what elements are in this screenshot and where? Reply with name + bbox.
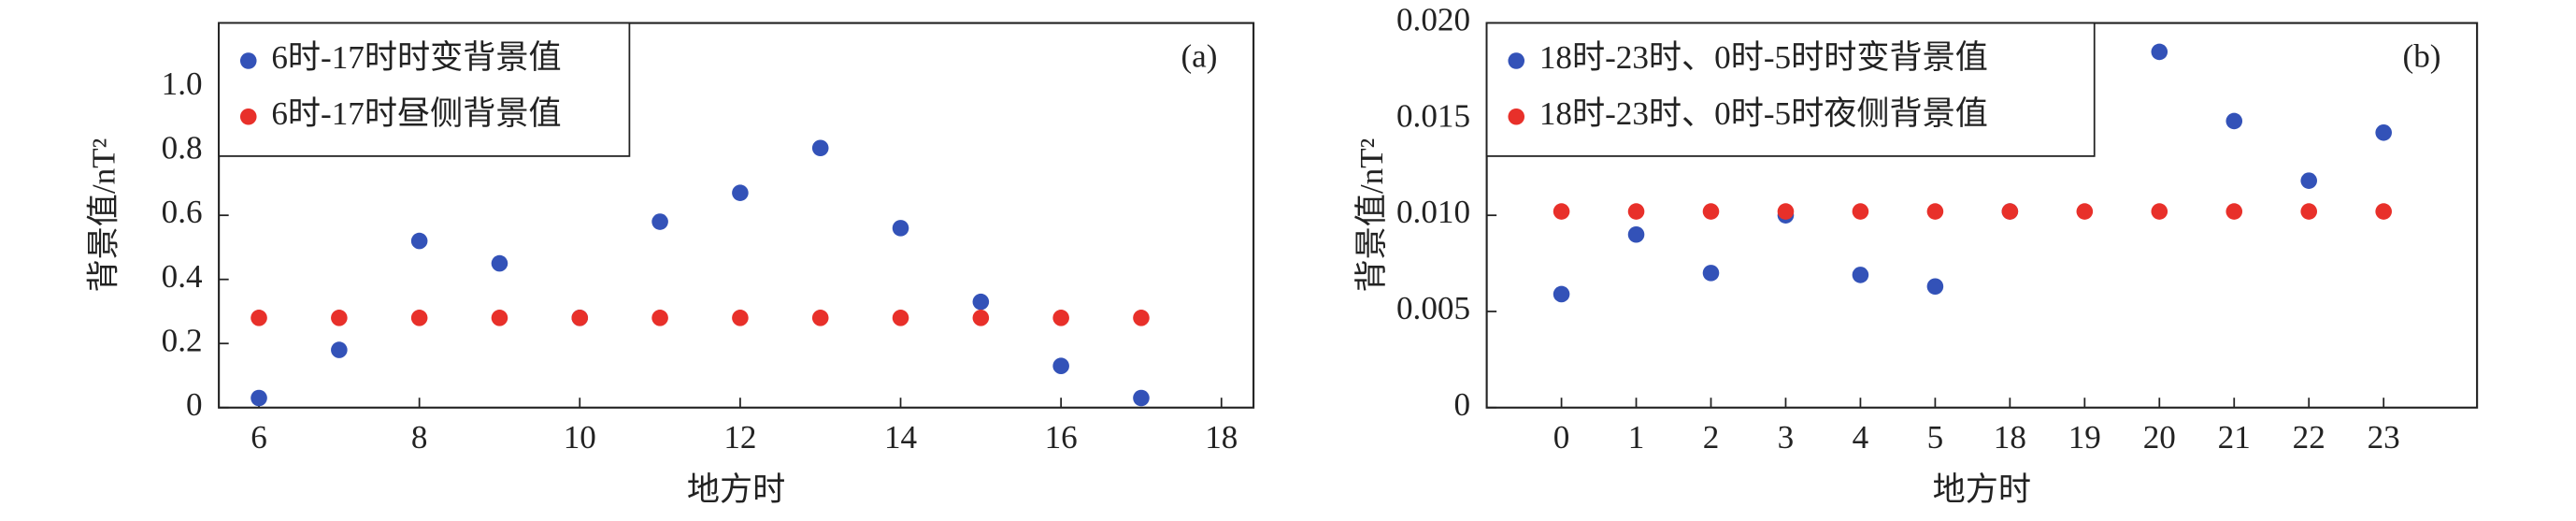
scatter-point xyxy=(250,389,267,407)
scatter-point xyxy=(571,310,589,326)
scatter-point xyxy=(1052,310,1069,326)
scatter-point xyxy=(1852,203,1869,220)
scatter-point xyxy=(1702,265,1720,282)
x-tick-label: 12 xyxy=(723,419,756,456)
panel-annotation: (b) xyxy=(2403,37,2441,74)
scatter-point xyxy=(410,232,428,250)
scatter-point xyxy=(651,213,668,230)
scatter-point xyxy=(1553,203,1570,220)
x-tick-label: 6 xyxy=(250,419,267,456)
scatter-point xyxy=(972,310,990,326)
scatter-point xyxy=(1777,203,1795,220)
scatter-point xyxy=(410,310,428,326)
x-tick-label: 21 xyxy=(2218,419,2251,456)
y-tick-label: 0.8 xyxy=(162,130,203,166)
x-tick-label: 18 xyxy=(1205,419,1238,456)
legend-label: 6时-17时时变背景值 xyxy=(271,39,561,76)
y-tick-label: 0 xyxy=(186,386,203,423)
panel-annotation: (a) xyxy=(1181,37,1217,74)
scatter-point xyxy=(811,310,829,326)
x-tick-label: 22 xyxy=(2293,419,2326,456)
legend-label: 18时-23时、0时-5时时变背景值 xyxy=(1539,39,1988,76)
legend-box xyxy=(218,22,631,157)
scatter-point xyxy=(250,310,267,326)
x-tick-label: 3 xyxy=(1778,419,1795,456)
scatter-point xyxy=(1627,225,1645,243)
x-tick-label: 2 xyxy=(1703,419,1720,456)
y-tick-label: 0.2 xyxy=(162,322,203,358)
x-tick-label: 8 xyxy=(411,419,428,456)
scatter-point xyxy=(1133,389,1150,407)
scatter-point xyxy=(1052,357,1069,375)
x-tick-label: 1 xyxy=(1628,419,1645,456)
scatter-point xyxy=(2225,203,2243,220)
scatter-point xyxy=(892,220,909,237)
x-tick-label: 18 xyxy=(1994,419,2026,456)
legend-marker xyxy=(239,108,257,125)
scatter-point xyxy=(651,310,668,326)
plot-frame xyxy=(218,22,1255,409)
legend-marker xyxy=(239,52,257,69)
legend-marker xyxy=(1508,52,1525,69)
legend-label: 6时-17时昼侧背景值 xyxy=(271,95,561,132)
y-axis-label: 背景值/nT² xyxy=(1353,138,1390,293)
x-tick-label: 10 xyxy=(564,419,596,456)
scatter-point xyxy=(2375,123,2392,141)
x-tick-label: 0 xyxy=(1553,419,1570,456)
scatter-point xyxy=(2151,203,2168,220)
scatter-point xyxy=(1133,310,1150,326)
scatter-point xyxy=(811,139,829,157)
x-tick-label: 4 xyxy=(1853,419,1869,456)
legend-label: 18时-23时、0时-5时夜侧背景值 xyxy=(1539,95,1988,132)
scatter-point xyxy=(972,293,990,311)
x-tick-label: 16 xyxy=(1045,419,1078,456)
scatter-point xyxy=(2375,203,2392,220)
x-tick-label: 23 xyxy=(2368,419,2400,456)
y-tick-label: 0.020 xyxy=(1396,2,1470,38)
y-axis-label: 背景值/nT² xyxy=(86,138,122,293)
y-tick-label: 0.005 xyxy=(1396,290,1470,326)
x-axis-label: 地方时 xyxy=(687,471,785,508)
y-tick-label: 0.015 xyxy=(1396,97,1470,134)
y-tick-label: 0.6 xyxy=(162,194,203,230)
scatter-point xyxy=(2076,203,2094,220)
x-tick-label: 19 xyxy=(2068,419,2101,456)
scatter-point xyxy=(732,310,749,326)
legend-box xyxy=(1485,22,2096,157)
scatter-point xyxy=(2300,172,2318,189)
legend-marker xyxy=(1508,108,1525,125)
scatter-point xyxy=(1926,278,1944,296)
scatter-point xyxy=(491,310,508,326)
x-axis-label: 地方时 xyxy=(1933,471,2031,508)
scatter-point xyxy=(2001,203,2019,220)
x-tick-label: 20 xyxy=(2143,419,2176,456)
scatter-point xyxy=(1553,285,1570,303)
y-tick-label: 0.010 xyxy=(1396,194,1470,230)
x-tick-label: 5 xyxy=(1927,419,1944,456)
scatter-point xyxy=(1926,203,1944,220)
x-tick-label: 14 xyxy=(884,419,918,456)
scatter-point xyxy=(892,310,909,326)
y-tick-label: 0 xyxy=(1453,386,1470,423)
scatter-point xyxy=(2300,203,2318,220)
scatter-point xyxy=(331,310,348,326)
scatter-point xyxy=(1702,203,1720,220)
scatter-point xyxy=(732,184,749,201)
scatter-point xyxy=(491,254,508,272)
scatter-point xyxy=(1627,203,1645,220)
y-tick-label: 1.0 xyxy=(162,65,203,102)
scatter-point xyxy=(2225,112,2243,130)
y-tick-label: 0.4 xyxy=(162,258,203,295)
scatter-point xyxy=(1852,267,1869,283)
scatter-point xyxy=(331,341,348,358)
scatter-point xyxy=(2151,43,2168,61)
